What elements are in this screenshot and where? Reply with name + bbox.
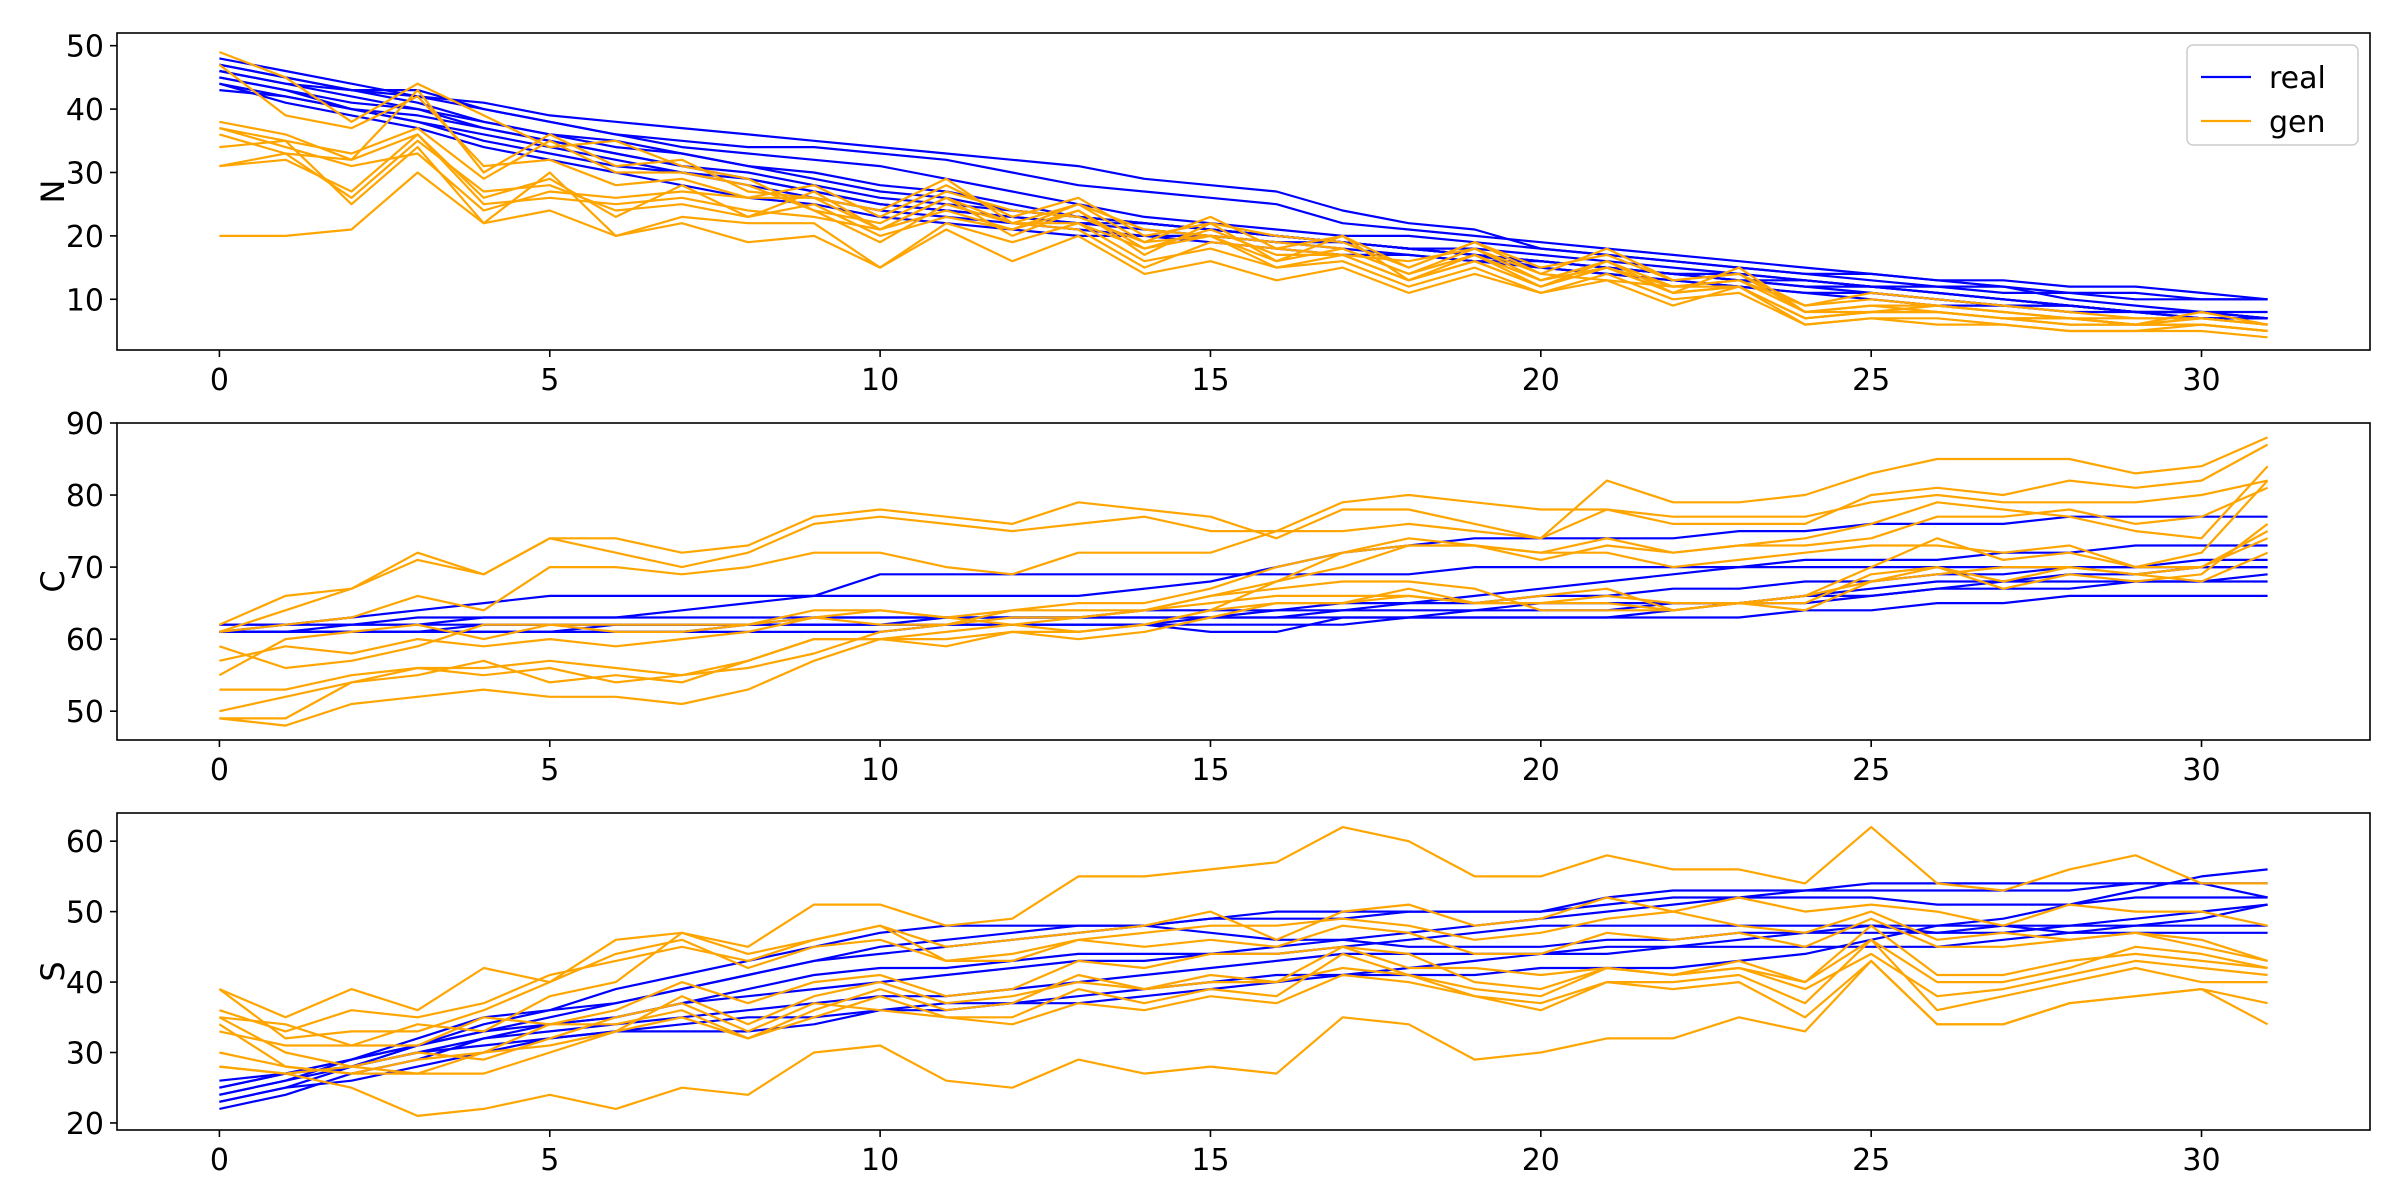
series-line-gen-14 [218, 945, 2268, 1075]
x-tick-label: 25 [1852, 363, 1890, 398]
y-tick-label: 30 [66, 156, 104, 191]
y-axis-label: C [34, 570, 72, 592]
series-line-gen-13 [218, 938, 2268, 1068]
series-line-real-2 [219, 63, 2268, 301]
x-tick-label: 10 [861, 753, 899, 788]
series-line-real-8 [219, 580, 2268, 634]
y-tick-label: 50 [66, 30, 104, 65]
series-line-real-6 [219, 896, 2268, 1082]
y-axis-label: N [34, 180, 72, 204]
series-line-real-8 [219, 903, 2268, 1103]
series-line-gen-13 [219, 127, 2268, 326]
x-tick-label: 0 [210, 1143, 229, 1178]
y-tick-label: 20 [66, 220, 104, 255]
series-line-real-9 [219, 76, 2268, 314]
series-line-real-6 [219, 89, 2268, 320]
x-tick-label: 20 [1522, 1143, 1560, 1178]
y-tick-label: 20 [66, 1107, 104, 1142]
x-tick-label: 15 [1191, 1143, 1229, 1178]
x-tick-label: 30 [2182, 753, 2220, 788]
x-tick-label: 0 [210, 753, 229, 788]
y-tick-label: 90 [66, 407, 104, 442]
x-tick-label: 30 [2182, 363, 2220, 398]
series-line-gen-15 [219, 938, 2268, 1075]
series-line-gen-9 [218, 436, 2269, 626]
series-line-gen-10 [219, 443, 2269, 633]
series-line-gen-11 [219, 479, 2268, 633]
y-tick-label: 60 [66, 623, 104, 658]
axes-frame [116, 422, 2371, 741]
series-line-gen-17 [219, 959, 2269, 1118]
series-line-gen-9 [218, 825, 2268, 1019]
x-tick-label: 10 [861, 363, 899, 398]
x-tick-label: 30 [2182, 1143, 2220, 1178]
y-tick-label: 80 [66, 479, 104, 514]
series-line-real-2 [219, 903, 2268, 1103]
series-line-gen-12 [219, 924, 2268, 1047]
x-tick-label: 25 [1852, 753, 1890, 788]
x-tick-label: 5 [540, 1143, 559, 1178]
series-line-real-5 [219, 924, 2268, 1110]
series-line-real-1 [219, 57, 2268, 301]
subplot-S: 0 5 10 15 20 25 30 20 30 40 50 60 S [34, 812, 2371, 1178]
y-tick-label: 40 [66, 93, 104, 128]
series-line-real-1 [219, 882, 2268, 1089]
y-tick-label: 70 [66, 551, 104, 586]
series-line-gen-16 [219, 537, 2269, 713]
axes-frame [116, 812, 2371, 1131]
y-tick-label: 40 [66, 966, 104, 1001]
series-group [218, 436, 2269, 727]
series-line-gen-20 [218, 63, 2268, 326]
x-tick-label: 25 [1852, 1143, 1890, 1178]
series-line-real-8 [219, 63, 2268, 301]
y-axis-label: S [34, 961, 72, 981]
series-line-gen-14 [218, 479, 2269, 677]
x-tick-label: 20 [1522, 753, 1560, 788]
y-tick-label: 50 [66, 695, 104, 730]
x-tick-label: 15 [1191, 363, 1229, 398]
series-line-gen-16 [219, 171, 2268, 333]
legend: real gen [2186, 44, 2359, 146]
axes-frame [116, 32, 2371, 351]
series-line-gen-18 [219, 551, 2269, 727]
series-group [218, 50, 2268, 339]
series-line-gen-11 [219, 910, 2268, 1047]
y-tick-label: 10 [66, 283, 104, 318]
series-line-gen-12 [219, 486, 2269, 670]
x-tick-label: 0 [210, 363, 229, 398]
y-tick-label: 30 [66, 1037, 104, 1072]
legend-label-real: real [2269, 61, 2326, 96]
x-tick-label: 10 [861, 1143, 899, 1178]
x-tick-label: 5 [540, 363, 559, 398]
y-tick-label: 50 [66, 896, 104, 931]
x-tick-label: 20 [1522, 363, 1560, 398]
y-tick-label: 60 [66, 825, 104, 860]
series-line-gen-19 [219, 133, 2268, 326]
subplot-C: 0 5 10 15 20 25 30 50 60 70 80 90 C [34, 407, 2371, 788]
series-line-gen-15 [219, 530, 2269, 691]
x-tick-label: 15 [1191, 753, 1229, 788]
series-line-gen-13 [219, 465, 2269, 662]
series-line-real-3 [219, 69, 2268, 320]
series-group [218, 825, 2269, 1118]
series-line-gen-18 [218, 917, 2268, 1040]
x-tick-label: 5 [540, 753, 559, 788]
series-line-gen-15 [219, 139, 2268, 339]
legend-label-gen: gen [2269, 105, 2326, 140]
series-line-real-3 [219, 882, 2268, 1096]
series-line-gen-17 [219, 523, 2269, 720]
